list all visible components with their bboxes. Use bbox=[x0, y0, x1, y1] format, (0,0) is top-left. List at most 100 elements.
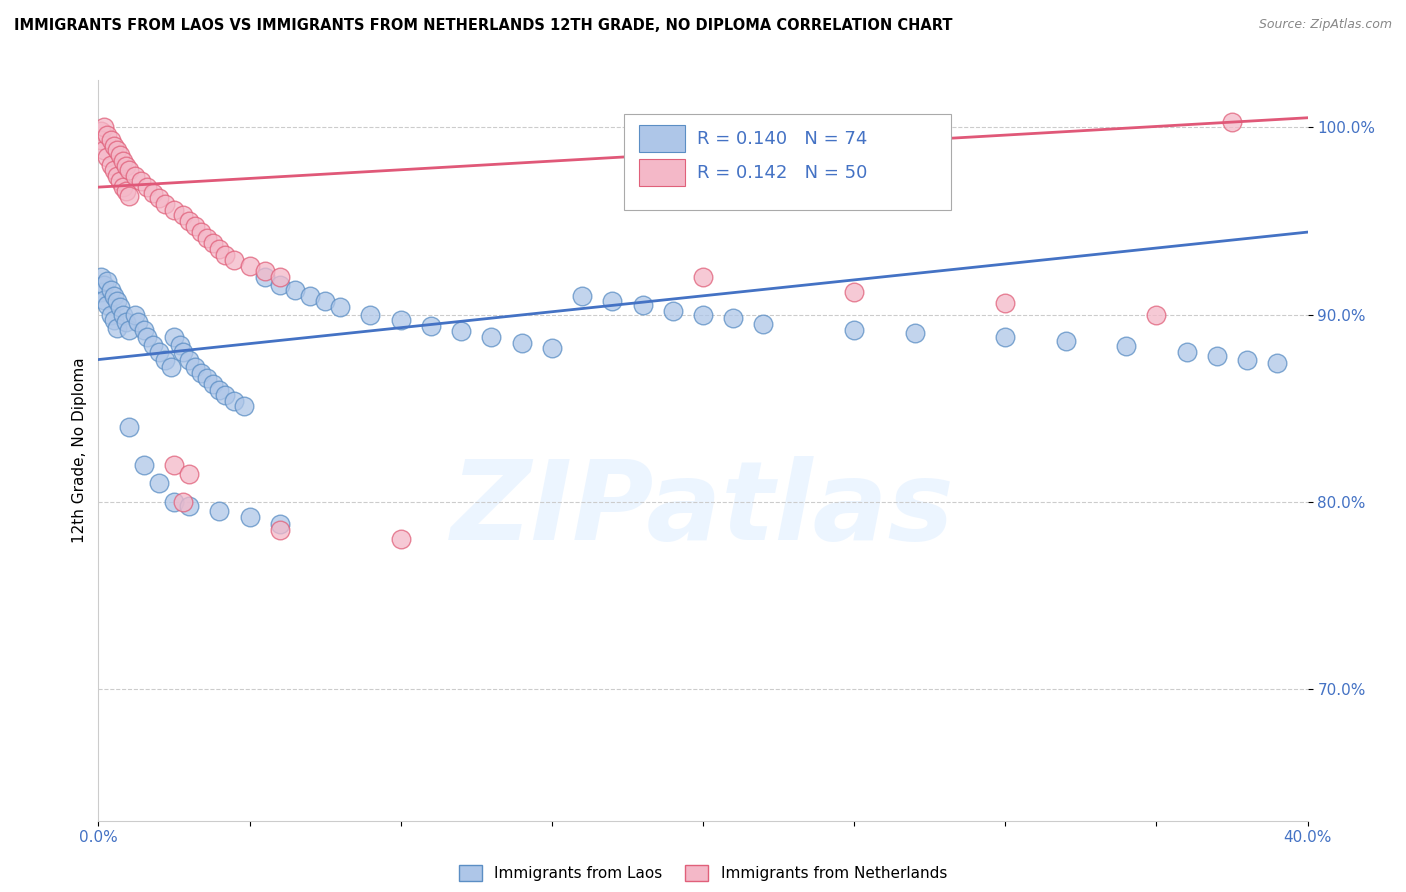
Point bbox=[269, 270, 291, 285]
Point bbox=[1236, 352, 1258, 367]
Point bbox=[100, 133, 122, 147]
Point bbox=[253, 270, 276, 285]
Y-axis label: 12th Grade, No Diploma: 12th Grade, No Diploma bbox=[72, 358, 87, 543]
Point bbox=[195, 371, 218, 385]
Point bbox=[510, 335, 533, 350]
Point bbox=[96, 298, 118, 312]
Point bbox=[169, 337, 191, 351]
Point bbox=[172, 345, 194, 359]
Point bbox=[90, 270, 112, 285]
Point bbox=[105, 294, 128, 309]
Point bbox=[1220, 114, 1243, 128]
Point bbox=[208, 383, 231, 397]
Text: Source: ZipAtlas.com: Source: ZipAtlas.com bbox=[1258, 18, 1392, 31]
Point bbox=[994, 296, 1017, 310]
Point bbox=[163, 330, 186, 344]
Point bbox=[118, 189, 141, 203]
Text: R = 0.142   N = 50: R = 0.142 N = 50 bbox=[697, 164, 868, 182]
Point bbox=[450, 325, 472, 339]
Point bbox=[103, 139, 125, 153]
Point bbox=[184, 219, 207, 234]
Point bbox=[179, 467, 201, 481]
Point bbox=[103, 289, 125, 303]
Point bbox=[163, 495, 186, 509]
Point bbox=[148, 345, 170, 359]
Point bbox=[124, 308, 146, 322]
Point bbox=[752, 317, 775, 331]
Point bbox=[844, 322, 866, 336]
Point bbox=[93, 293, 115, 307]
Point bbox=[93, 277, 115, 292]
Point bbox=[179, 214, 201, 228]
Point bbox=[114, 160, 136, 174]
Point bbox=[253, 264, 276, 278]
Point bbox=[239, 259, 262, 273]
Point bbox=[269, 523, 291, 537]
Point bbox=[904, 326, 927, 341]
Point bbox=[269, 277, 291, 292]
Point bbox=[129, 174, 152, 188]
Point bbox=[172, 208, 194, 222]
Point bbox=[105, 143, 128, 157]
Point bbox=[723, 311, 745, 326]
Point bbox=[148, 191, 170, 205]
Point bbox=[202, 236, 225, 251]
Point bbox=[96, 150, 118, 164]
Point bbox=[148, 476, 170, 491]
Point bbox=[844, 285, 866, 299]
Point bbox=[420, 318, 443, 333]
Point bbox=[179, 499, 201, 513]
Point bbox=[184, 359, 207, 374]
Point bbox=[142, 337, 165, 351]
Point bbox=[90, 285, 112, 299]
Point bbox=[179, 352, 201, 367]
Point bbox=[160, 359, 183, 374]
Point bbox=[329, 300, 352, 314]
Text: ZIPatlas: ZIPatlas bbox=[451, 456, 955, 563]
Point bbox=[100, 283, 122, 297]
Point bbox=[153, 352, 176, 367]
Point bbox=[190, 366, 212, 380]
Point bbox=[1115, 339, 1137, 353]
Point bbox=[93, 143, 115, 157]
Point bbox=[114, 184, 136, 198]
Point bbox=[692, 270, 714, 285]
Point bbox=[172, 495, 194, 509]
Point bbox=[190, 225, 212, 239]
Point bbox=[208, 242, 231, 256]
Text: IMMIGRANTS FROM LAOS VS IMMIGRANTS FROM NETHERLANDS 12TH GRADE, NO DIPLOMA CORRE: IMMIGRANTS FROM LAOS VS IMMIGRANTS FROM … bbox=[14, 18, 952, 33]
Point bbox=[114, 315, 136, 329]
Point bbox=[269, 517, 291, 532]
Legend: Immigrants from Laos, Immigrants from Netherlands: Immigrants from Laos, Immigrants from Ne… bbox=[453, 859, 953, 887]
Point bbox=[100, 308, 122, 322]
Point bbox=[103, 313, 125, 327]
Point bbox=[631, 298, 654, 312]
Point bbox=[208, 504, 231, 518]
Point bbox=[481, 330, 503, 344]
Point bbox=[163, 202, 186, 217]
Point bbox=[127, 315, 149, 329]
Point bbox=[96, 128, 118, 142]
Point bbox=[224, 253, 246, 268]
Point bbox=[195, 231, 218, 245]
Point bbox=[1054, 334, 1077, 348]
Point bbox=[284, 283, 307, 297]
Point bbox=[93, 120, 115, 135]
Point bbox=[389, 533, 412, 547]
Point bbox=[111, 153, 134, 168]
Point bbox=[100, 158, 122, 172]
Point bbox=[1267, 356, 1289, 370]
FancyBboxPatch shape bbox=[624, 113, 950, 210]
Point bbox=[108, 174, 131, 188]
Point bbox=[90, 124, 112, 138]
Point bbox=[105, 169, 128, 183]
Point bbox=[118, 420, 141, 434]
Point bbox=[111, 180, 134, 194]
Point bbox=[214, 388, 236, 402]
Point bbox=[135, 180, 157, 194]
Point bbox=[1144, 308, 1167, 322]
Point bbox=[314, 294, 336, 309]
Point bbox=[108, 300, 131, 314]
Point bbox=[118, 163, 141, 178]
Point bbox=[108, 148, 131, 162]
